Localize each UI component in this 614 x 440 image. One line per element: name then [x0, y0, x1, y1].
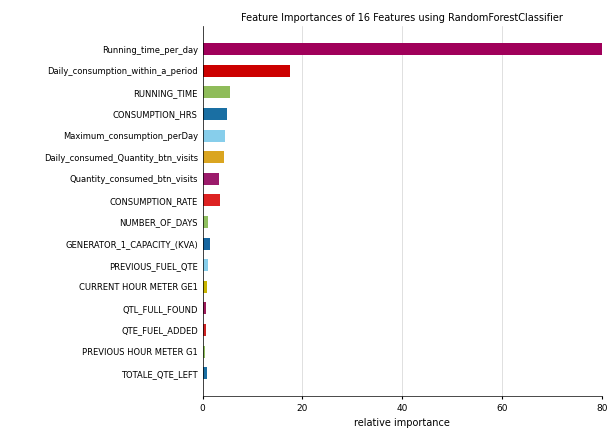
Bar [203, 194, 220, 206]
Bar [203, 151, 223, 163]
Bar [203, 324, 206, 336]
Bar [203, 173, 219, 185]
Bar [203, 130, 225, 142]
Bar [203, 86, 230, 98]
Bar [203, 65, 290, 77]
Bar [203, 302, 206, 314]
Bar [203, 281, 206, 293]
Bar [203, 216, 208, 228]
Bar [203, 108, 227, 120]
Bar [203, 43, 602, 55]
Title: Feature Importances of 16 Features using RandomForestClassifier: Feature Importances of 16 Features using… [241, 13, 563, 23]
Bar [203, 367, 206, 379]
Bar [203, 346, 205, 358]
Bar [203, 238, 210, 249]
Bar [203, 259, 208, 271]
X-axis label: relative importance: relative importance [354, 418, 450, 428]
